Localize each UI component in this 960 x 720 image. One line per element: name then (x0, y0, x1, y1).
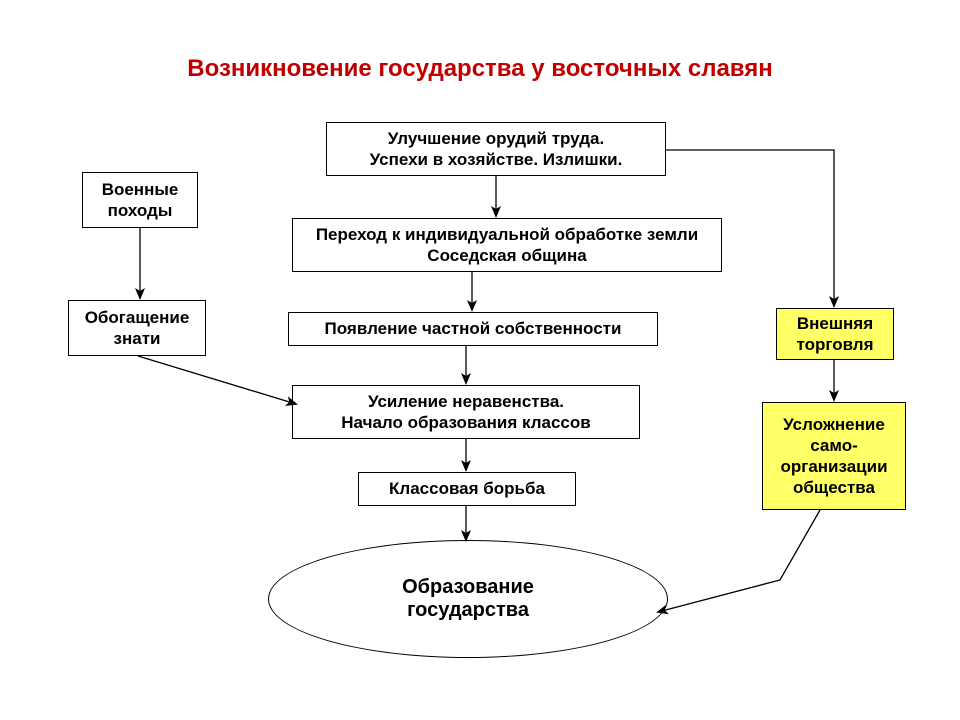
node-state-l2: государства (402, 599, 534, 622)
node-trade-l1: Внешняя (796, 313, 873, 334)
node-inequality: Усиление неравенства. Начало образования… (292, 385, 640, 439)
node-tools-l1: Улучшение орудий труда. (370, 128, 623, 149)
node-property-l1: Появление частной собственности (325, 318, 622, 339)
node-tools-l2: Успехи в хозяйстве. Излишки. (370, 149, 623, 170)
node-inequality-l2: Начало образования классов (341, 412, 590, 433)
node-transition-l2: Соседская община (316, 245, 698, 266)
node-state-l1: Образование (402, 576, 534, 599)
node-property: Появление частной собственности (288, 312, 658, 346)
node-complication-l1: Усложнение (780, 414, 887, 435)
diagram-title: Возникновение государства у восточных сл… (90, 55, 870, 83)
node-complication: Усложнение само- организации общества (762, 402, 906, 510)
diagram-canvas: Возникновение государства у восточных сл… (0, 0, 960, 720)
node-transition-l1: Переход к индивидуальной обработке земли (316, 224, 698, 245)
node-complication-l3: организации (780, 456, 887, 477)
node-inequality-l1: Усиление неравенства. (341, 391, 590, 412)
node-campaigns: Военные походы (82, 172, 198, 228)
node-trade-l2: торговля (796, 334, 873, 355)
node-complication-l4: общества (780, 477, 887, 498)
node-struggle-l1: Классовая борьба (389, 478, 545, 499)
node-struggle: Классовая борьба (358, 472, 576, 506)
node-state: Образование государства (268, 540, 668, 658)
node-nobility-l1: Обогащение (85, 307, 190, 328)
edge-complication-to-state (658, 510, 820, 612)
node-campaigns-l2: походы (102, 200, 179, 221)
node-trade: Внешняя торговля (776, 308, 894, 360)
node-nobility: Обогащение знати (68, 300, 206, 356)
node-complication-l2: само- (780, 435, 887, 456)
node-tools: Улучшение орудий труда. Успехи в хозяйст… (326, 122, 666, 176)
node-campaigns-l1: Военные (102, 179, 179, 200)
node-transition: Переход к индивидуальной обработке земли… (292, 218, 722, 272)
node-nobility-l2: знати (85, 328, 190, 349)
edge-nobility-to-inequality (138, 356, 296, 404)
